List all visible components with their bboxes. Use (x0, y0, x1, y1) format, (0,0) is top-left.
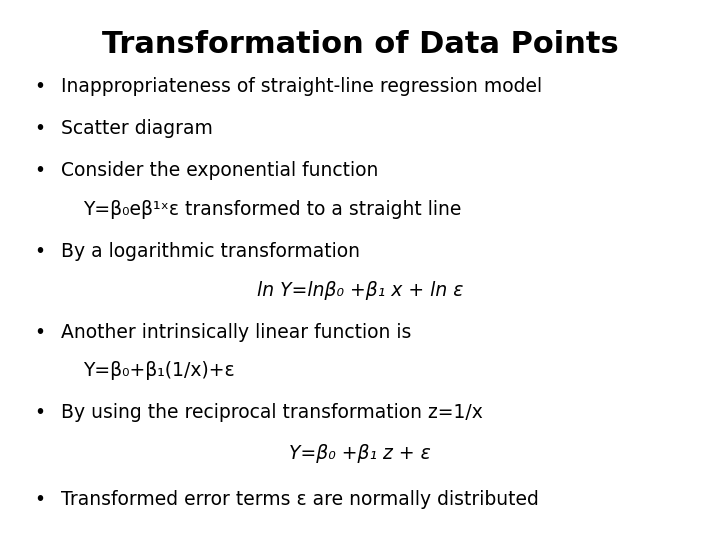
Text: Consider the exponential function: Consider the exponential function (61, 161, 379, 180)
Text: •: • (34, 77, 45, 96)
Text: Transformation of Data Points: Transformation of Data Points (102, 30, 618, 59)
Text: Y=β₀+β₁(1/x)+ε: Y=β₀+β₁(1/x)+ε (83, 361, 235, 381)
Text: Another intrinsically linear function is: Another intrinsically linear function is (61, 322, 412, 342)
Text: •: • (34, 322, 45, 342)
Text: Y=β₀eβ¹ˣε transformed to a straight line: Y=β₀eβ¹ˣε transformed to a straight line (83, 200, 462, 219)
Text: Scatter diagram: Scatter diagram (61, 119, 213, 138)
Text: •: • (34, 403, 45, 422)
Text: Transformed error terms ε are normally distributed: Transformed error terms ε are normally d… (61, 490, 539, 509)
Text: Inappropriateness of straight-line regression model: Inappropriateness of straight-line regre… (61, 77, 542, 96)
Text: Y=β₀ +β₁ z + ε: Y=β₀ +β₁ z + ε (289, 444, 431, 463)
Text: •: • (34, 161, 45, 180)
Text: By using the reciprocal transformation z=1/x: By using the reciprocal transformation z… (61, 403, 483, 422)
Text: •: • (34, 490, 45, 509)
Text: By a logarithmic transformation: By a logarithmic transformation (61, 242, 360, 261)
Text: •: • (34, 119, 45, 138)
Text: ln Y=lnβ₀ +β₁ x + ln ε: ln Y=lnβ₀ +β₁ x + ln ε (257, 281, 463, 300)
Text: •: • (34, 242, 45, 261)
